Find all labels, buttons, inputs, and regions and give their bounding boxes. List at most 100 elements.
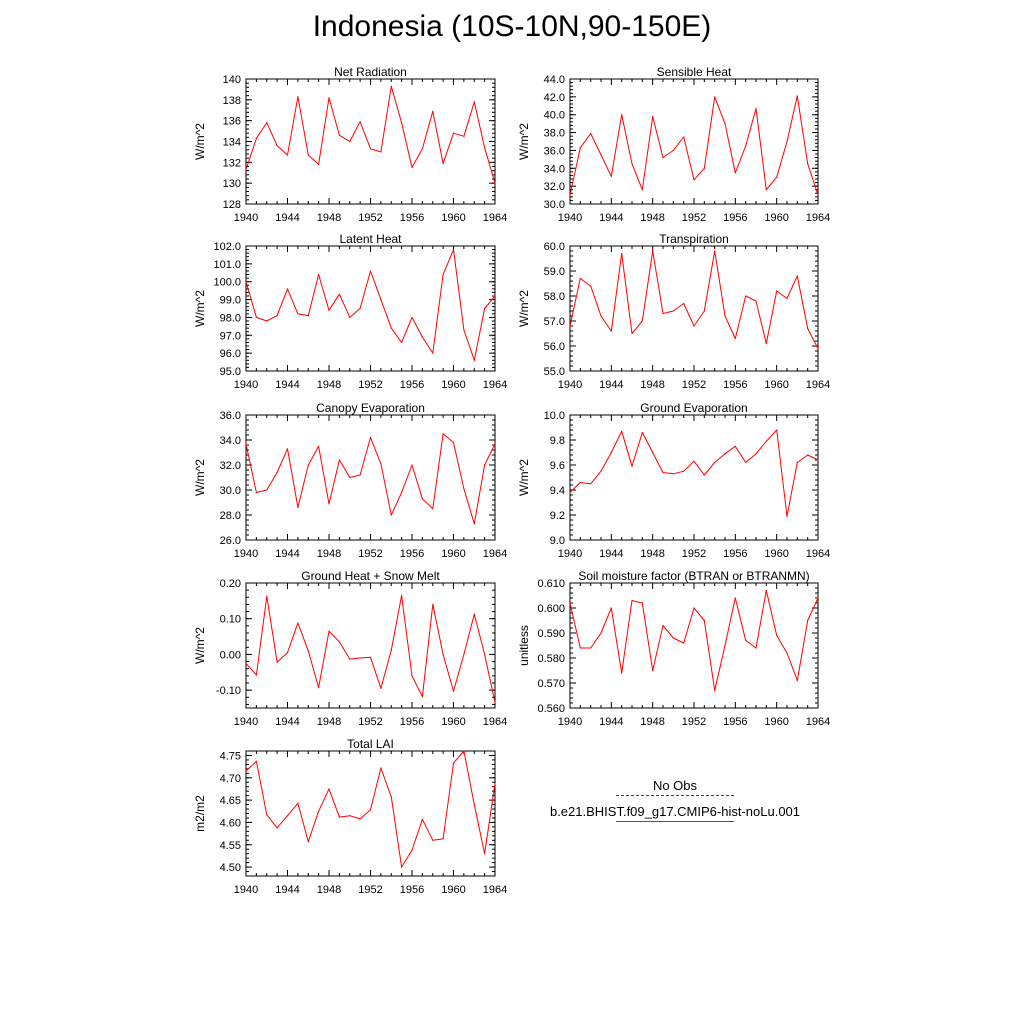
data-point	[359, 657, 361, 659]
data-point	[579, 481, 581, 484]
y-axis-label: W/m^2	[193, 627, 207, 664]
data-point	[652, 451, 654, 454]
y-tick-label: 57.0	[544, 316, 565, 328]
data-point	[401, 866, 403, 868]
data-point	[328, 503, 330, 505]
data-point	[652, 250, 654, 252]
y-tick-label: -0.10	[216, 685, 241, 697]
data-point	[255, 760, 257, 762]
x-tick-label: 1940	[558, 716, 582, 728]
panel-frame	[569, 78, 819, 205]
y-tick-label: 98.0	[220, 312, 241, 324]
y-tick-label: 4.70	[220, 773, 241, 785]
panel-frame	[569, 245, 819, 372]
data-point	[349, 815, 351, 817]
y-tick-label: 32.0	[544, 181, 565, 193]
y-tick-label: 9.4	[550, 485, 565, 497]
data-point	[600, 632, 602, 634]
x-tick-label: 1956	[400, 884, 424, 896]
data-point	[421, 498, 423, 500]
data-point	[703, 474, 705, 476]
legend-obs-line	[616, 795, 734, 796]
panel-frame	[245, 582, 496, 709]
x-tick-label: 1948	[317, 884, 341, 896]
y-tick-label: 138	[223, 95, 241, 107]
y-tick-label: 32.0	[220, 460, 241, 472]
data-point	[652, 115, 654, 118]
y-tick-label: 100.0	[213, 277, 241, 289]
data-point	[745, 639, 747, 642]
y-tick-label: 9.8	[550, 435, 565, 447]
data-point	[807, 454, 809, 456]
data-point	[755, 647, 757, 649]
x-tick-label: 1952	[682, 379, 706, 391]
x-tick-label: 1940	[234, 548, 258, 560]
data-point	[338, 641, 340, 643]
data-point	[318, 687, 320, 689]
data-point	[338, 134, 340, 136]
data-point	[255, 674, 257, 676]
data-point	[473, 804, 475, 806]
x-tick-label: 1960	[764, 716, 788, 728]
data-point	[621, 252, 623, 255]
panel-frame	[569, 582, 819, 709]
y-tick-label: 30.0	[544, 199, 565, 211]
data-point	[411, 316, 413, 318]
panel-title: Canopy Evaporation	[316, 401, 425, 415]
y-tick-label: 9.2	[550, 510, 565, 522]
x-tick-label: 1956	[400, 212, 424, 224]
x-tick-label: 1960	[764, 379, 788, 391]
x-tick-label: 1944	[599, 548, 623, 560]
data-point	[693, 460, 695, 462]
data-point	[369, 809, 372, 811]
data-point	[318, 810, 320, 812]
series-line	[245, 595, 496, 703]
data-point	[463, 488, 465, 490]
x-tick-label: 1956	[400, 379, 424, 391]
x-tick-label: 1964	[806, 212, 830, 224]
data-point	[421, 818, 423, 820]
data-point	[452, 441, 455, 444]
data-point	[286, 288, 289, 290]
y-axis-label: W/m^2	[517, 123, 531, 160]
data-point	[600, 154, 602, 156]
data-point	[286, 448, 289, 450]
y-tick-label: 58.0	[544, 291, 565, 303]
data-point	[786, 297, 788, 300]
data-point	[380, 299, 382, 301]
data-point	[473, 359, 475, 361]
data-point	[776, 176, 778, 178]
data-point	[452, 249, 455, 251]
x-tick-label: 1940	[234, 716, 258, 728]
data-point	[390, 649, 392, 651]
data-point	[683, 302, 685, 305]
data-point	[276, 827, 278, 829]
data-point	[307, 841, 309, 843]
data-point	[714, 96, 716, 98]
data-point	[641, 602, 643, 604]
x-tick-label: 1940	[234, 884, 258, 896]
y-tick-label: 28.0	[220, 510, 241, 522]
data-point	[452, 132, 455, 134]
data-point	[266, 595, 268, 597]
data-point	[442, 653, 444, 656]
x-tick-label: 1944	[275, 379, 299, 391]
panel-title: Sensible Heat	[657, 65, 732, 79]
data-point	[494, 783, 496, 785]
data-point	[442, 162, 444, 164]
y-tick-label: 102.0	[213, 241, 241, 253]
y-tick-label: 136	[223, 116, 241, 128]
y-tick-label: 130	[223, 178, 241, 190]
x-tick-label: 1944	[275, 884, 299, 896]
data-point	[579, 277, 581, 280]
x-tick-label: 1964	[806, 548, 830, 560]
data-point	[786, 652, 788, 654]
y-tick-label: 132	[223, 157, 241, 169]
panel-title: Soil moisture factor (BTRAN or BTRANMN)	[578, 569, 809, 583]
panel-title: Transpiration	[659, 232, 729, 246]
data-point	[432, 508, 434, 510]
x-tick-label: 1944	[599, 379, 623, 391]
data-point	[590, 285, 592, 287]
data-point	[390, 514, 392, 516]
legend-obs-label: No Obs	[652, 778, 698, 793]
